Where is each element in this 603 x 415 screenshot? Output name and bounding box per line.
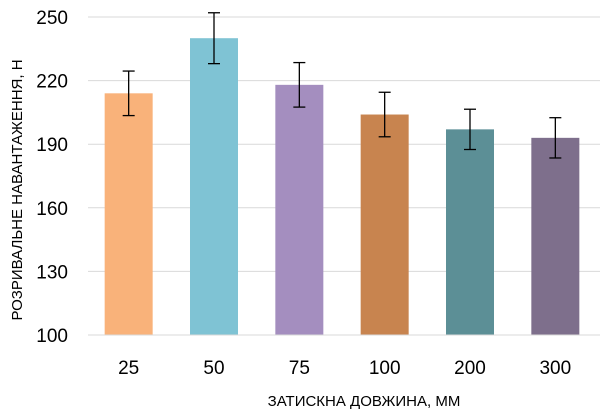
y-axis-title: РОЗРИВАЛЬНЕ НАВАНТАЖЕННЯ, Н bbox=[9, 59, 26, 320]
y-tick-label: 250 bbox=[36, 8, 68, 29]
bar-200 bbox=[446, 129, 494, 335]
y-tick-label: 220 bbox=[36, 72, 68, 93]
bar-300 bbox=[531, 137, 580, 335]
error-bar-50 bbox=[208, 12, 220, 65]
x-tick-label: 300 bbox=[539, 358, 571, 379]
error-bar-25 bbox=[122, 70, 135, 117]
x-tick-label: 200 bbox=[454, 358, 486, 379]
error-bars bbox=[122, 12, 562, 159]
x-tick-label: 25 bbox=[118, 358, 139, 379]
x-tick-label: 75 bbox=[289, 358, 310, 379]
bar-100 bbox=[360, 114, 409, 336]
bar-50 bbox=[190, 38, 238, 335]
y-tick-label: 100 bbox=[36, 326, 68, 347]
y-tick-labels: 100 130 160 190 220 250 bbox=[36, 8, 68, 347]
bars bbox=[104, 38, 580, 336]
y-tick-label: 130 bbox=[36, 262, 68, 283]
x-tick-label: 50 bbox=[203, 358, 224, 379]
error-bar-100 bbox=[378, 91, 391, 138]
error-bar-300 bbox=[549, 117, 562, 159]
y-tick-label: 160 bbox=[36, 199, 68, 220]
y-tick-label: 190 bbox=[36, 135, 68, 156]
bar-25 bbox=[104, 93, 153, 335]
error-bar-200 bbox=[464, 108, 476, 151]
x-tick-label: 100 bbox=[369, 358, 401, 379]
bar-75 bbox=[275, 84, 324, 335]
gridlines bbox=[88, 16, 600, 272]
error-bar-75 bbox=[293, 61, 306, 108]
x-axis-title: ЗАТИСКНА ДОВЖИНА, ММ bbox=[268, 393, 461, 410]
x-tick-labels: 25 50 75 100 200 300 bbox=[118, 358, 571, 379]
